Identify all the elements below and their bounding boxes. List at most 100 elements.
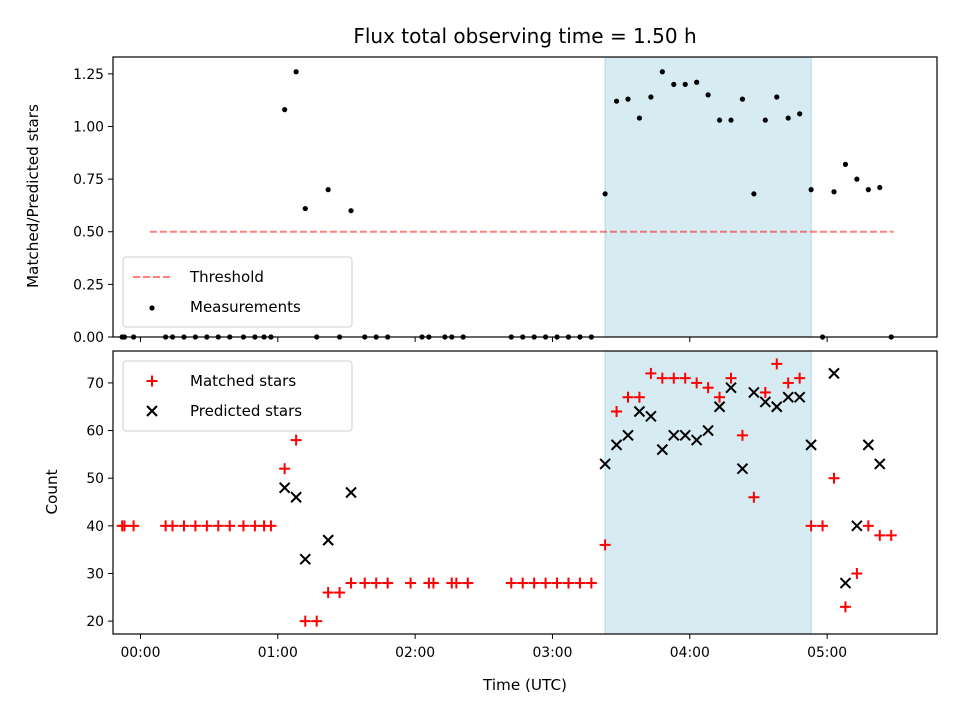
data-point <box>831 189 837 195</box>
data-point <box>851 567 863 579</box>
data-point <box>702 382 714 394</box>
data-point <box>551 577 563 589</box>
data-point <box>625 96 631 102</box>
data-point <box>862 520 874 532</box>
data-point-d2 <box>322 534 334 546</box>
bottom-series-points <box>116 358 897 627</box>
data-point <box>322 534 334 546</box>
bottom-legend-box <box>122 360 353 432</box>
data-point <box>885 529 897 541</box>
data-point-d2 <box>679 429 691 442</box>
data-point <box>128 520 140 532</box>
data-point-d2 <box>725 381 737 394</box>
data-point <box>633 405 646 418</box>
bottom-ytick-label: 40 <box>86 519 104 535</box>
data-point-d2 <box>862 439 875 451</box>
data-point-d2 <box>690 434 703 446</box>
data-point <box>736 429 748 441</box>
data-point <box>345 577 357 589</box>
data-point <box>359 577 371 589</box>
data-point <box>189 520 201 532</box>
data-point <box>713 401 726 413</box>
bottom-xtick-label: 02:00 <box>395 645 435 661</box>
bottom-x-axis-label: Time (UTC) <box>482 676 567 694</box>
data-point <box>739 96 746 102</box>
data-point-d2 <box>633 405 646 418</box>
data-point <box>877 184 883 191</box>
data-point <box>370 577 382 589</box>
data-point <box>574 577 586 589</box>
data-point <box>293 69 299 75</box>
data-point <box>311 615 323 627</box>
top-legend-marker <box>149 305 155 311</box>
bottom-xtick-label: 00:00 <box>120 645 160 661</box>
data-point <box>622 391 634 403</box>
data-point <box>771 358 783 370</box>
top-axes: 0.00 0.25 0.50 0.75 1.00 1.25 <box>73 56 938 346</box>
bottom-legend: Matched stars Predicted stars <box>122 360 353 432</box>
data-point <box>748 386 760 399</box>
data-point <box>705 92 711 98</box>
top-ytick-label: 0.75 <box>73 172 104 188</box>
data-point <box>201 520 213 532</box>
data-point <box>299 553 311 565</box>
data-point-d2 <box>278 482 291 494</box>
data-point <box>212 520 224 532</box>
top-ytick-label: 0.00 <box>73 330 104 346</box>
bottom-xtick-label: 05:00 <box>807 645 847 661</box>
legend-x-2 <box>146 405 158 417</box>
data-point <box>299 615 311 627</box>
bottom-panel: 20 30 40 50 60 70 00:00 01:00 02:00 03:00 04:00 05:… <box>43 350 938 694</box>
bottom-xtick-label: 01:00 <box>258 645 298 661</box>
data-point-d2 <box>839 577 852 589</box>
data-point <box>759 386 771 398</box>
bottom-highlight-span <box>604 351 812 634</box>
data-point <box>602 191 608 197</box>
data-point <box>599 458 611 470</box>
data-point-d2 <box>805 439 817 451</box>
bottom-ytick-label: 20 <box>86 614 104 630</box>
data-point <box>237 520 249 532</box>
data-point <box>690 434 703 446</box>
bottom-xtick-label: 03:00 <box>532 645 572 661</box>
data-point <box>805 520 817 532</box>
data-point <box>178 520 190 532</box>
top-plot-frame <box>112 56 938 338</box>
data-point <box>808 187 814 193</box>
data-point <box>645 410 657 422</box>
data-point-d2 <box>610 439 623 451</box>
data-point-d2 <box>702 424 714 437</box>
data-point <box>817 520 829 532</box>
data-point <box>633 391 645 403</box>
legend-dot <box>149 305 155 311</box>
data-point <box>622 429 634 442</box>
data-point <box>348 208 354 214</box>
data-point <box>748 491 760 503</box>
data-point <box>517 577 529 589</box>
data-point-d2 <box>771 401 783 413</box>
bottom-plot-frame <box>112 350 938 635</box>
data-point <box>771 401 783 413</box>
top-legend-label: Threshold <box>189 268 264 286</box>
data-point <box>265 520 277 532</box>
data-point <box>322 587 334 599</box>
data-point <box>874 529 886 541</box>
data-point-d2 <box>345 486 357 499</box>
data-point <box>839 601 851 613</box>
data-point-d2 <box>828 367 840 380</box>
bottom-ytick-label: 70 <box>86 376 104 392</box>
data-point <box>854 176 860 182</box>
data-point <box>797 111 803 117</box>
top-ytick-label: 0.25 <box>73 277 104 293</box>
data-point <box>585 577 597 589</box>
data-point <box>671 81 677 87</box>
data-point <box>874 458 886 470</box>
data-point-d2 <box>851 520 863 532</box>
data-point <box>636 115 643 121</box>
top-ytick-label: 1.00 <box>73 119 104 135</box>
top-legend-box <box>122 256 353 328</box>
data-point <box>659 69 665 75</box>
data-point <box>668 429 680 442</box>
data-point <box>736 462 749 475</box>
data-point <box>751 191 757 197</box>
